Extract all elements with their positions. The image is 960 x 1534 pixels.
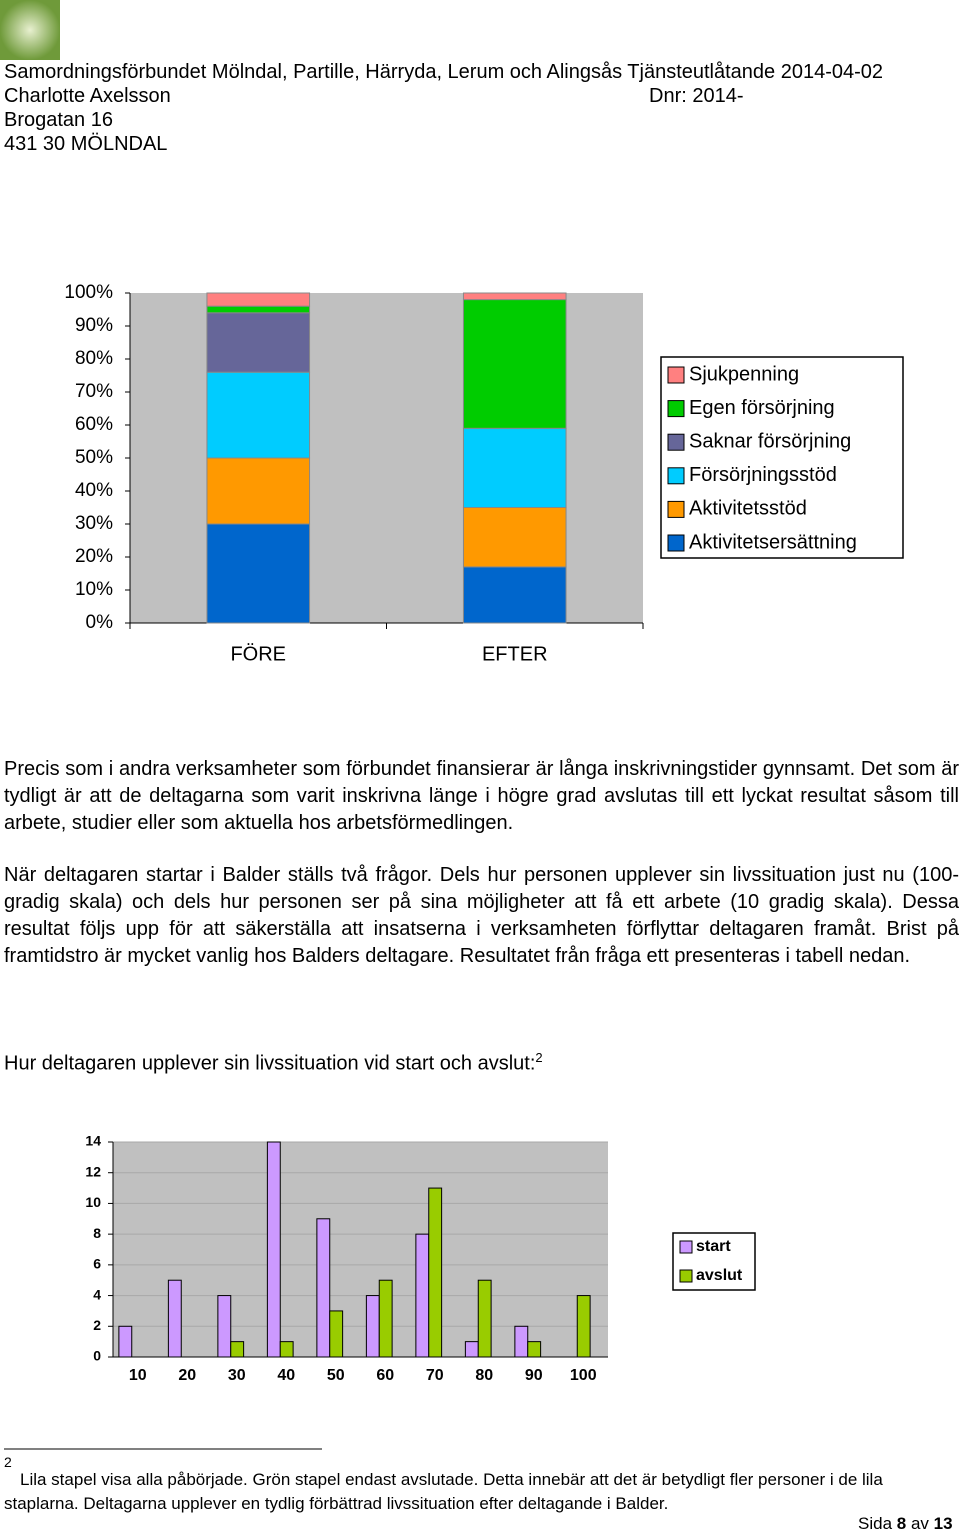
y-tick-label: 10% xyxy=(75,579,113,600)
bar-segment xyxy=(462,427,567,508)
y-tick-label: 6 xyxy=(93,1256,101,1272)
y-tick-label: 90% xyxy=(75,315,113,336)
x-tick-label: EFTER xyxy=(482,643,548,665)
page-current: 8 xyxy=(896,1514,907,1533)
y-tick-label: 8 xyxy=(93,1225,101,1241)
x-tick-label: 40 xyxy=(277,1367,295,1384)
bar xyxy=(415,1233,430,1358)
legend-label: start xyxy=(696,1238,731,1255)
legend-swatch xyxy=(679,1269,693,1283)
bar xyxy=(316,1218,331,1358)
bar xyxy=(266,1141,281,1358)
header-line: 431 30 MÖLNDAL xyxy=(4,133,168,155)
legend-label: Aktivitetsersättning xyxy=(689,531,857,553)
bar xyxy=(428,1187,443,1358)
legend-swatch xyxy=(667,467,685,485)
y-tick-label: 40% xyxy=(75,480,113,501)
bar xyxy=(576,1295,591,1358)
legend-box xyxy=(660,356,904,559)
legend-swatch xyxy=(667,534,685,552)
y-tick-label: 0% xyxy=(86,612,114,633)
x-tick-label: 50 xyxy=(327,1367,345,1384)
bar-segment xyxy=(206,371,311,459)
legend-swatch xyxy=(667,500,685,518)
logo xyxy=(0,0,60,60)
y-tick-label: 80% xyxy=(75,348,113,369)
bar xyxy=(230,1341,245,1358)
legend-swatch xyxy=(667,400,685,418)
bar xyxy=(279,1341,294,1358)
bar-segment xyxy=(206,523,311,624)
heading-text: Hur deltagaren upplever sin livssituatio… xyxy=(4,1052,536,1075)
page-of: av xyxy=(910,1514,929,1533)
y-tick-label: 2 xyxy=(93,1317,101,1333)
bar xyxy=(365,1295,380,1358)
y-tick-label: 70% xyxy=(75,381,113,402)
page-number: Sida 8 av 13 xyxy=(858,1514,953,1534)
bar xyxy=(464,1341,479,1358)
header-dnr: Dnr: 2014- xyxy=(649,85,744,107)
bar xyxy=(217,1295,232,1358)
paragraph: Precis som i andra verksamheter som förb… xyxy=(4,758,959,834)
x-tick-label: 20 xyxy=(178,1367,196,1384)
legend-swatch xyxy=(667,366,685,384)
y-tick-label: 14 xyxy=(85,1133,101,1149)
bar-segment xyxy=(206,292,311,307)
bar-segment xyxy=(462,292,567,301)
bar xyxy=(118,1325,133,1358)
legend-label: avslut xyxy=(696,1267,743,1284)
bar xyxy=(514,1325,529,1358)
legend-label: Aktivitetsstöd xyxy=(689,498,807,520)
plot-area xyxy=(113,1142,608,1357)
y-tick-label: 60% xyxy=(75,414,113,435)
page-prefix: Sida xyxy=(858,1514,893,1533)
y-tick-label: 50% xyxy=(75,447,113,468)
page-total: 13 xyxy=(933,1514,953,1533)
bar xyxy=(378,1279,393,1358)
heading-note: 2 xyxy=(535,1050,543,1065)
legend-label: Saknar försörjning xyxy=(689,430,851,452)
section-heading: Hur deltagaren upplever sin livssituatio… xyxy=(4,1050,543,1076)
y-tick-label: 4 xyxy=(93,1286,101,1302)
legend-swatch xyxy=(667,433,685,451)
bar-segment xyxy=(462,507,567,568)
y-tick-label: 30% xyxy=(75,513,113,534)
x-tick-label: 80 xyxy=(475,1367,493,1384)
x-tick-label: 10 xyxy=(129,1367,147,1384)
x-tick-label: 100 xyxy=(570,1367,597,1384)
x-tick-label: 30 xyxy=(228,1367,246,1384)
footnote-text: Lila stapel visa alla påbörjade. Grön st… xyxy=(4,1470,883,1513)
y-tick-label: 100% xyxy=(64,282,113,303)
y-tick-label: 20% xyxy=(75,546,113,567)
header-line: Charlotte Axelsson xyxy=(4,85,171,107)
legend-swatch xyxy=(679,1240,693,1254)
bar-segment xyxy=(462,566,567,624)
x-tick-label: 90 xyxy=(525,1367,543,1384)
footnote-marker: 2 xyxy=(4,1454,12,1470)
header-line: Brogatan 16 xyxy=(4,109,113,131)
bar-segment xyxy=(206,305,311,314)
y-tick-label: 0 xyxy=(93,1348,101,1364)
legend-label: Försörjningsstöd xyxy=(689,464,837,486)
bar xyxy=(167,1279,182,1358)
paragraph: När deltagaren startar i Balder ställs t… xyxy=(4,864,959,967)
y-tick-label: 10 xyxy=(85,1194,101,1210)
x-tick-label: FÖRE xyxy=(230,643,286,665)
header-line: Samordningsförbundet Mölndal, Partille, … xyxy=(4,61,884,83)
x-tick-label: 70 xyxy=(426,1367,444,1384)
bar xyxy=(477,1279,492,1358)
bar-segment xyxy=(206,312,311,373)
legend-label: Sjukpenning xyxy=(689,363,799,385)
legend-label: Egen försörjning xyxy=(689,397,835,419)
bar xyxy=(329,1310,344,1358)
bar-segment xyxy=(206,457,311,525)
bar-segment xyxy=(462,299,567,429)
x-tick-label: 60 xyxy=(376,1367,394,1384)
y-tick-label: 12 xyxy=(85,1163,101,1179)
bar xyxy=(527,1341,542,1358)
